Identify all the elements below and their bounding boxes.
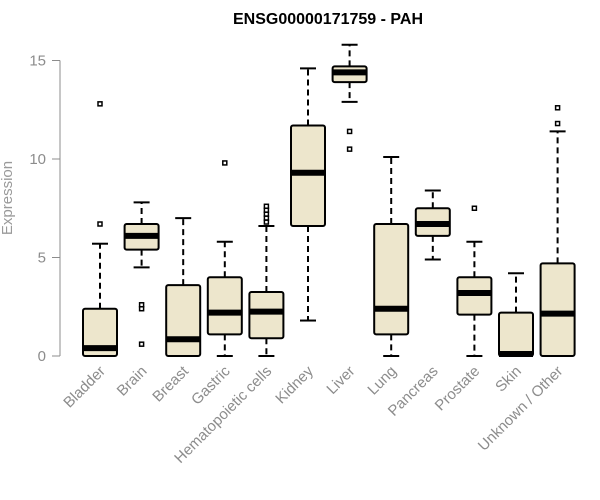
outlier-point	[471, 205, 478, 211]
box-hematopoietic-cells	[248, 203, 285, 357]
box-unknown-other	[539, 105, 576, 357]
iqr-box	[165, 284, 202, 357]
y-tick-label: 0	[38, 348, 46, 365]
box-gastric	[206, 160, 243, 357]
iqr-box	[539, 262, 576, 357]
outlier-point	[263, 203, 270, 210]
box-lung	[373, 156, 410, 357]
box-prostate	[456, 205, 493, 357]
outlier-point	[346, 128, 353, 135]
y-axis: 0 5 10 15	[29, 53, 61, 365]
chart-title: ENSG00000171759 - PAH	[233, 11, 423, 28]
x-tick-label: Kidney	[272, 362, 317, 407]
outlier-point	[138, 302, 145, 308]
x-tick-label: Skin	[492, 363, 525, 396]
iqr-box	[373, 223, 410, 336]
y-axis-label: Expression	[0, 161, 16, 235]
box-brain	[123, 201, 160, 347]
x-tick-label: Prostate	[432, 363, 484, 415]
box-liver	[331, 43, 368, 152]
box-bladder	[82, 101, 118, 357]
box-breast	[165, 217, 202, 357]
iqr-box	[206, 276, 243, 336]
outlier-point	[554, 105, 561, 111]
y-tick-label: 10	[29, 151, 46, 168]
x-tick-label: Breast	[149, 362, 192, 405]
outlier-point	[97, 221, 103, 227]
box-kidney	[290, 67, 326, 322]
x-tick-label: Bladder	[60, 363, 109, 412]
outlier-point	[346, 146, 353, 152]
outlier-point	[222, 160, 228, 166]
y-tick-label: 15	[29, 53, 46, 70]
x-tick-label: Liver	[323, 363, 358, 398]
iqr-box	[82, 307, 118, 357]
iqr-box	[248, 290, 285, 340]
box-skin	[498, 272, 534, 358]
x-tick-label: Brain	[114, 363, 151, 400]
box-pancreas	[414, 189, 451, 261]
outlier-point	[138, 341, 145, 347]
outlier-point	[97, 101, 103, 107]
iqr-box	[498, 311, 534, 358]
y-tick-label: 5	[38, 250, 46, 267]
x-tick-label: Lung	[364, 363, 400, 399]
box-series	[82, 43, 576, 358]
outlier-point	[554, 120, 561, 127]
